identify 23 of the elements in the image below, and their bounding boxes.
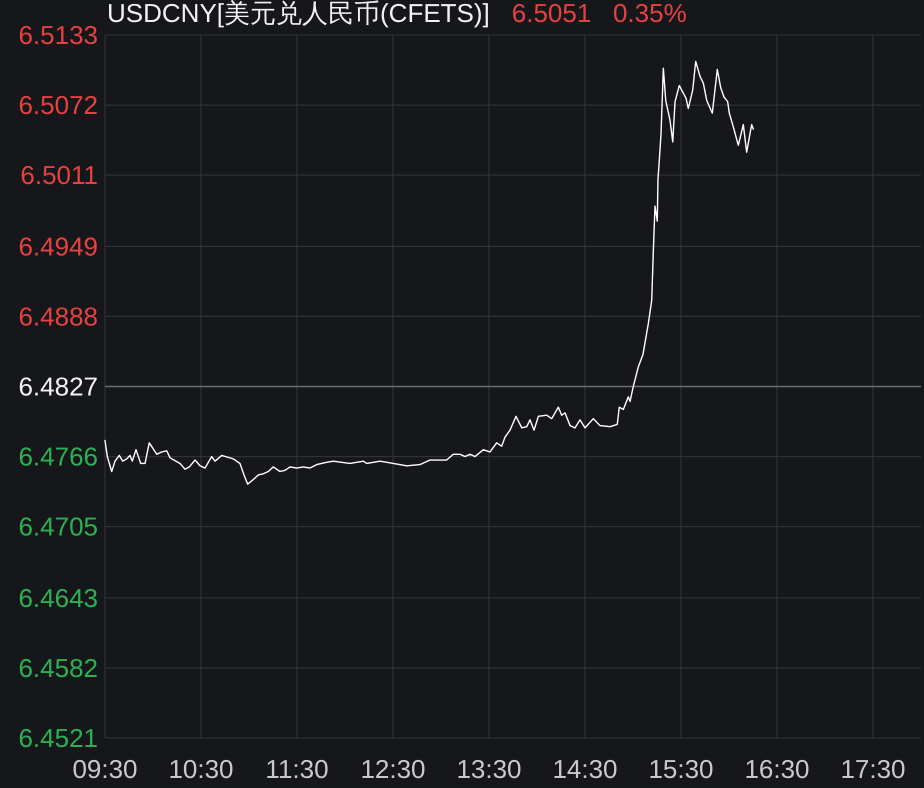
chart-title: USDCNY[美元兑人民币(CFETS)] (107, 0, 490, 28)
chart-subtitle: 6.5051 0.35% (512, 0, 687, 28)
y-tick-label: 6.4888 (18, 302, 98, 332)
y-tick-label: 6.5072 (18, 90, 98, 120)
y-tick-label: 6.4949 (18, 231, 98, 262)
x-tick-label: 17:30 (840, 754, 906, 784)
x-tick-label: 10:30 (168, 754, 234, 784)
x-tick-label: 16:30 (744, 754, 810, 784)
y-tick-label: 6.4643 (18, 582, 98, 613)
y-tick-label: 6.4582 (18, 653, 98, 684)
y-tick-label: 6.4521 (18, 723, 98, 754)
y-tick-label: 6.5133 (18, 20, 98, 50)
y-tick-label: 6.4705 (18, 512, 98, 542)
x-tick-label: 12:30 (360, 754, 426, 784)
x-tick-label: 15:30 (648, 754, 714, 784)
y-tick-label: 6.4827 (18, 372, 98, 402)
line-series (104, 60, 754, 485)
y-tick-label: 6.4766 (18, 442, 98, 472)
x-tick-label: 09:30 (72, 754, 138, 784)
x-tick-label: 14:30 (552, 754, 618, 784)
x-tick-label: 11:30 (265, 754, 329, 784)
y-tick-label: 6.5011 (20, 160, 98, 190)
x-tick-label: 13:30 (456, 754, 522, 784)
